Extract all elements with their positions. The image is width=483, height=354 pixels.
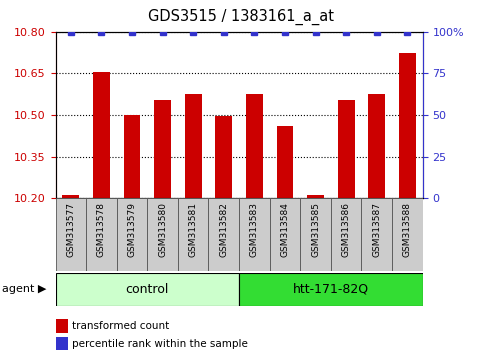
Bar bbox=[307, 195, 324, 198]
Bar bbox=[93, 72, 110, 198]
Bar bbox=[300, 198, 331, 271]
Text: control: control bbox=[126, 283, 169, 296]
Text: GSM313580: GSM313580 bbox=[158, 202, 167, 257]
Bar bbox=[392, 198, 423, 271]
Bar bbox=[331, 198, 361, 271]
Bar bbox=[62, 195, 79, 198]
Bar bbox=[338, 100, 355, 198]
Bar bbox=[86, 198, 117, 271]
Bar bbox=[56, 319, 69, 333]
Bar bbox=[239, 273, 423, 306]
Bar bbox=[246, 94, 263, 198]
Bar bbox=[277, 126, 293, 198]
Text: transformed count: transformed count bbox=[72, 321, 170, 331]
Text: GSM313586: GSM313586 bbox=[341, 202, 351, 257]
Text: htt-171-82Q: htt-171-82Q bbox=[293, 283, 369, 296]
Bar bbox=[215, 116, 232, 198]
Text: GSM313587: GSM313587 bbox=[372, 202, 381, 257]
Text: GSM313579: GSM313579 bbox=[128, 202, 137, 257]
Text: agent ▶: agent ▶ bbox=[2, 284, 47, 295]
Bar bbox=[369, 94, 385, 198]
Text: percentile rank within the sample: percentile rank within the sample bbox=[72, 339, 248, 349]
Text: GSM313584: GSM313584 bbox=[281, 202, 289, 257]
Bar bbox=[124, 115, 141, 198]
Bar bbox=[178, 198, 209, 271]
Text: GSM313583: GSM313583 bbox=[250, 202, 259, 257]
Bar bbox=[239, 198, 270, 271]
Text: GDS3515 / 1383161_a_at: GDS3515 / 1383161_a_at bbox=[148, 9, 335, 25]
Bar bbox=[185, 94, 201, 198]
Bar bbox=[209, 198, 239, 271]
Bar bbox=[361, 198, 392, 271]
Text: GSM313588: GSM313588 bbox=[403, 202, 412, 257]
Bar bbox=[56, 198, 86, 271]
Bar bbox=[56, 273, 239, 306]
Bar bbox=[147, 198, 178, 271]
Bar bbox=[399, 53, 416, 198]
Text: GSM313585: GSM313585 bbox=[311, 202, 320, 257]
Bar bbox=[117, 198, 147, 271]
Bar bbox=[270, 198, 300, 271]
Text: GSM313577: GSM313577 bbox=[66, 202, 75, 257]
Bar bbox=[154, 100, 171, 198]
Text: GSM313578: GSM313578 bbox=[97, 202, 106, 257]
Text: GSM313582: GSM313582 bbox=[219, 202, 228, 257]
Bar bbox=[56, 337, 69, 350]
Text: GSM313581: GSM313581 bbox=[189, 202, 198, 257]
